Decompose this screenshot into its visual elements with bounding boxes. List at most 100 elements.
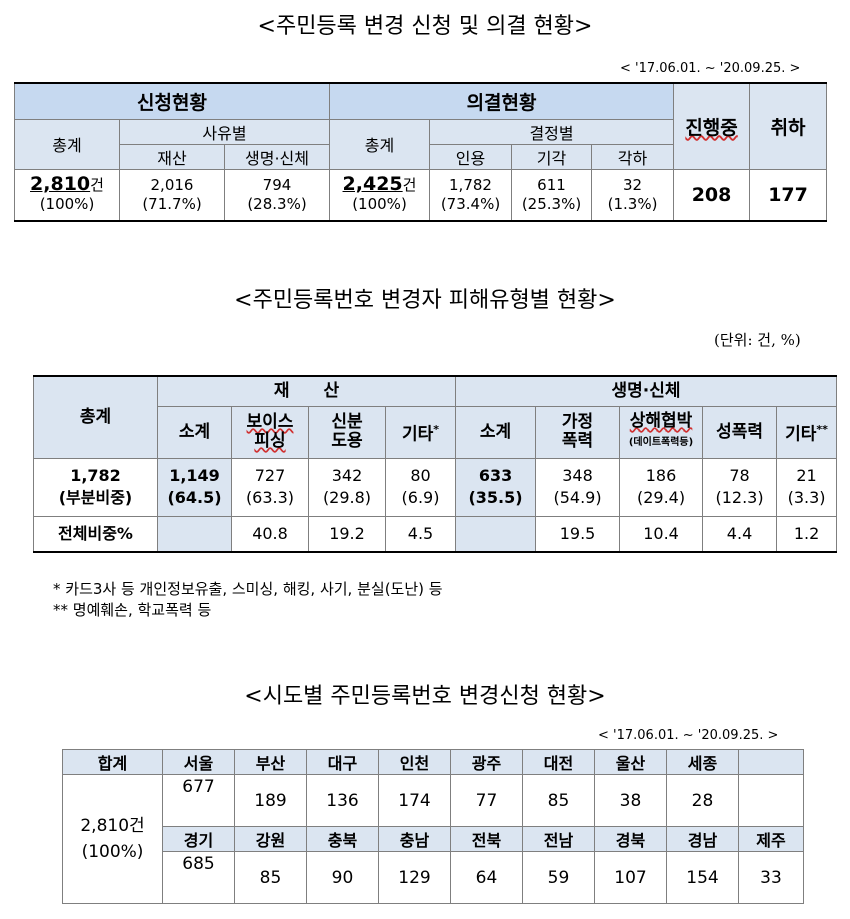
value-life-other: 21 (3.3) [776, 457, 838, 517]
application-total-cell: 2,810건 (100%) [14, 168, 120, 222]
region-value-sejong: 28 [666, 774, 739, 827]
header-domestic-violence: 가정 폭력 [535, 405, 621, 459]
title-application-resolution: <주민등록 변경 신청 및 의결 현황> [257, 14, 593, 39]
header-sum: 합계 [62, 749, 163, 775]
region-label-incheon: 인천 [378, 749, 451, 775]
header-life-subtotal: 소계 [455, 405, 537, 459]
region-value-empty [738, 774, 804, 827]
header-voice-phishing: 보이스 피싱 [231, 405, 309, 459]
title-damage-type: <주민등록번호 변경자 피해유형별 현황> [234, 288, 616, 313]
header-application-status: 신청현황 [14, 82, 330, 120]
damage-type-table: 총계 재 산 생명·신체 소계 보이스 피싱 신분 도용 기타* 소계 가정 폭력 상… [33, 375, 838, 553]
region-label-ulsan: 울산 [594, 749, 667, 775]
overall-identity-theft: 19.2 [308, 515, 386, 553]
value-sexual-violence: 78 (12.3) [702, 457, 778, 517]
header-life-body: 생명·신체 [455, 375, 838, 407]
region-label-sejong: 세종 [666, 749, 739, 775]
sum-cell: 2,810건 (100%) [62, 774, 163, 904]
region-label-jeonnam: 전남 [522, 826, 595, 852]
region-label-busan: 부산 [234, 749, 307, 775]
header-in-progress: 진행중 [673, 82, 751, 170]
region-label-jeonbuk: 전북 [450, 826, 523, 852]
region-value-ulsan: 38 [594, 774, 667, 827]
header-injury-threat: 상해협박 (데이트폭력등) [619, 405, 704, 459]
value-life-subtotal: 633 (35.5) [455, 457, 537, 517]
region-label-gwangju: 광주 [450, 749, 523, 775]
header-accepted: 인용 [429, 143, 512, 170]
value-injury-threat: 186 (29.4) [619, 457, 704, 517]
region-value-jeonnam: 59 [522, 851, 595, 904]
region-value-daegu: 136 [306, 774, 379, 827]
application-resolution-table: 신청현황 의결현황 진행중 취하 총계 사유별 총계 결정별 재산 생명·신체 … [14, 82, 828, 222]
region-label-jeju: 제주 [738, 826, 804, 852]
resolution-total-cell: 2,425건 (100%) [329, 168, 430, 222]
region-label-gyeonggi: 경기 [162, 826, 235, 852]
accepted-cell: 1,782 (73.4%) [429, 168, 512, 222]
value-voice-phishing: 727 (63.3) [231, 457, 309, 517]
header-withdrawn: 취하 [749, 82, 828, 170]
header-resolution-total: 총계 [329, 118, 430, 170]
footnote-2: ** 명예훼손, 학교폭력 등 [53, 601, 212, 619]
overall-life-subtotal [455, 515, 537, 553]
region-label-daejeon: 대전 [522, 749, 595, 775]
dismissed-cell: 611 (25.3%) [511, 168, 592, 222]
overall-voice-phishing: 40.8 [231, 515, 309, 553]
header-resolution-status: 의결현황 [328, 82, 675, 120]
header-property-other: 기타* [384, 405, 457, 459]
value-property-other: 80 (6.9) [384, 457, 457, 517]
region-value-chungnam: 129 [378, 851, 451, 904]
region-label-chungnam: 충남 [378, 826, 451, 852]
value-domestic-violence: 348 (54.9) [535, 457, 621, 517]
row-total-label: 1,782 (부분비중) [33, 457, 158, 517]
region-value-gyeongnam: 154 [666, 851, 739, 904]
footnote-1: * 카드3사 등 개인정보유출, 스미싱, 해킹, 사기, 분실(도난) 등 [53, 580, 443, 598]
property-cell: 2,016 (71.7%) [119, 168, 225, 222]
header-life-body: 생명·신체 [224, 143, 330, 170]
header-property: 재 산 [156, 375, 457, 407]
header-property-subtotal: 소계 [157, 405, 232, 459]
region-label-chungbuk: 충북 [306, 826, 379, 852]
region-label-gyeongbuk: 경북 [594, 826, 667, 852]
period-label-1: < '17.06.01. ~ '20.09.25. > [620, 61, 801, 76]
overall-property-subtotal [157, 515, 232, 553]
overall-property-other: 4.5 [384, 515, 457, 553]
footnotes: * 카드3사 등 개인정보유출, 스미싱, 해킹, 사기, 분실(도난) 등 *… [53, 579, 443, 621]
region-label-daegu: 대구 [306, 749, 379, 775]
row-overall-label: 전체비중% [33, 515, 158, 553]
value-identity-theft: 342 (29.8) [308, 457, 386, 517]
region-value-busan: 189 [234, 774, 307, 827]
region-value-gangwon: 85 [234, 851, 307, 904]
region-value-gyeonggi: 685 [162, 851, 235, 904]
title-region-application: <시도별 주민등록번호 변경신청 현황> [244, 684, 606, 709]
overall-sexual-violence: 4.4 [702, 515, 778, 553]
region-value-jeonbuk: 64 [450, 851, 523, 904]
region-table: 합계 서울 부산 대구 인천 광주 대전 울산 세종 2,810건 (100%) … [62, 749, 804, 904]
header-total: 총계 [33, 375, 158, 459]
header-by-decision: 결정별 [428, 118, 675, 145]
region-value-daejeon: 85 [522, 774, 595, 827]
region-value-incheon: 174 [378, 774, 451, 827]
overall-injury-threat: 10.4 [619, 515, 704, 553]
header-application-total: 총계 [14, 118, 120, 170]
header-by-reason: 사유별 [119, 118, 330, 145]
header-life-other: 기타** [776, 405, 838, 459]
region-value-jeju: 33 [738, 851, 804, 904]
region-label-seoul: 서울 [162, 749, 235, 775]
life-body-cell: 794 (28.3%) [224, 168, 330, 222]
region-label-gyeongnam: 경남 [666, 826, 739, 852]
withdrawn-cell: 177 [749, 168, 828, 222]
in-progress-cell: 208 [673, 168, 751, 222]
region-label-empty [738, 749, 804, 775]
region-value-seoul: 677 [162, 774, 235, 827]
header-property: 재산 [119, 143, 225, 170]
rejected-cell: 32 (1.3%) [590, 168, 675, 222]
unit-label: (단위: 건, %) [714, 331, 801, 349]
region-value-chungbuk: 90 [306, 851, 379, 904]
region-label-gangwon: 강원 [234, 826, 307, 852]
period-label-3: < '17.06.01. ~ '20.09.25. > [598, 728, 779, 743]
header-dismissed: 기각 [511, 143, 592, 170]
region-value-gwangju: 77 [450, 774, 523, 827]
overall-life-other: 1.2 [776, 515, 838, 553]
header-rejected: 각하 [590, 143, 675, 170]
region-value-gyeongbuk: 107 [594, 851, 667, 904]
